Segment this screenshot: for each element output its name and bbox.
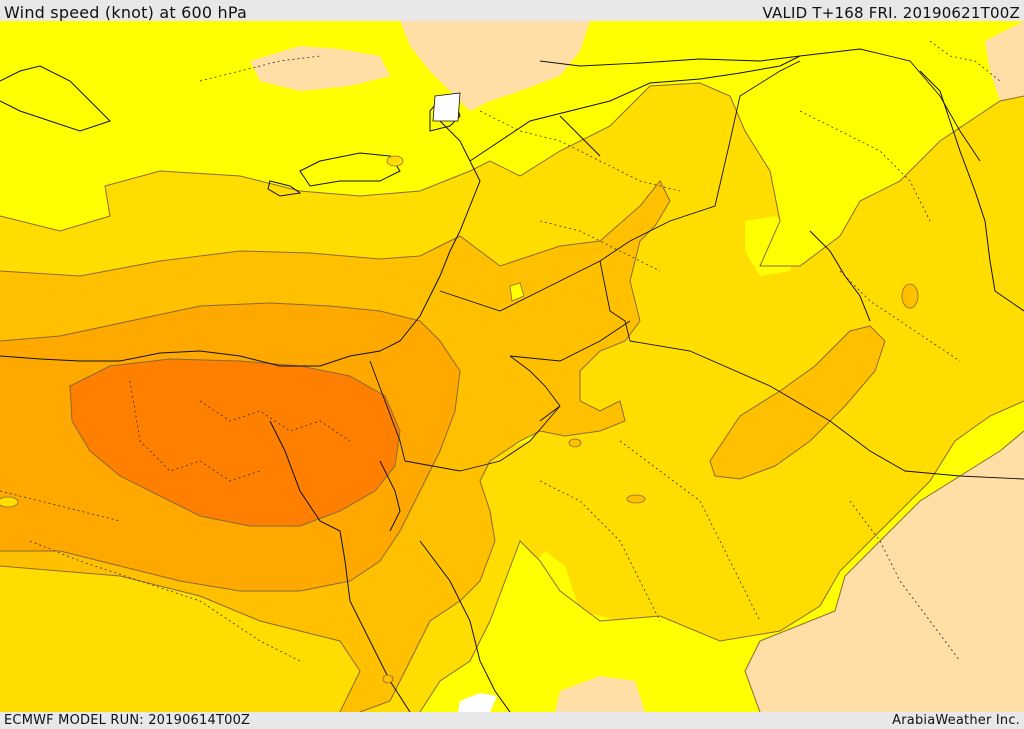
wind-field-highest — [70, 359, 400, 526]
coastlines — [0, 55, 1024, 712]
valid-time: VALID T+168 FRI. 20190621T00Z — [762, 4, 1020, 22]
wind-field-lowest-south — [555, 676, 645, 712]
wind-field-lowest-ne — [985, 21, 1024, 111]
wind-field-lowest-north — [400, 21, 590, 111]
wind-field-lowest-nw — [250, 46, 390, 91]
wind-field-low-island-3 — [745, 216, 800, 276]
wind-speed-map — [0, 21, 1024, 712]
model-run-label: ECMWF MODEL RUN: 20190614T00Z — [4, 713, 251, 728]
wind-field-moderate-island-s — [0, 566, 360, 712]
header-bar: Wind speed (knot) at 600 hPa VALID T+168… — [0, 0, 1024, 22]
wind-contours — [0, 82, 1024, 712]
map-canvas — [0, 21, 1024, 712]
small-features — [0, 92, 919, 712]
wind-field-lowest-se — [745, 431, 1024, 712]
province-boundaries — [0, 40, 1001, 662]
wind-field-low-island-1 — [520, 551, 720, 671]
footer-bar: ECMWF MODEL RUN: 20190614T00Z ArabiaWeat… — [0, 712, 1024, 729]
brand-label: ArabiaWeather Inc. — [892, 713, 1020, 728]
country-borders — [369, 48, 1024, 480]
map-title: Wind speed (knot) at 600 hPa — [4, 3, 248, 22]
